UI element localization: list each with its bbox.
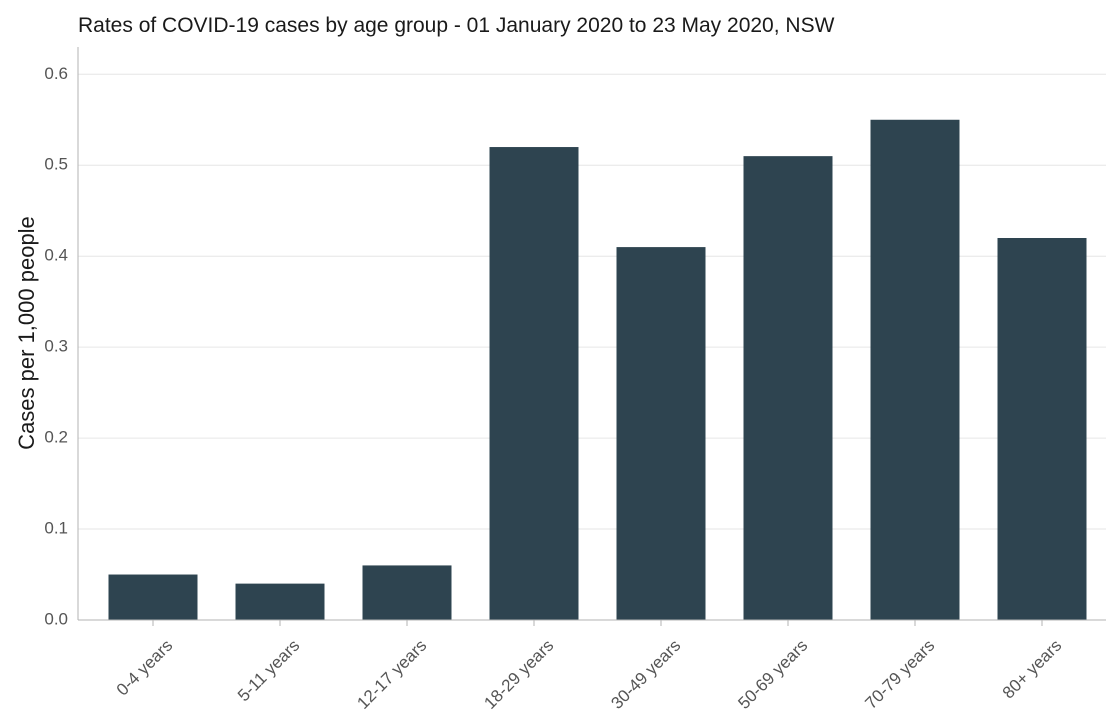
axes	[77, 47, 1106, 626]
bar-50-69-years	[743, 156, 833, 620]
bar-70-79-years	[870, 119, 960, 620]
y-tick-label: 0.6	[44, 64, 68, 83]
y-tick-label: 0.3	[44, 337, 68, 356]
bar-5-11-years	[235, 583, 325, 620]
x-tick-label: 80+ years	[999, 636, 1066, 703]
y-tick-label: 0.2	[44, 428, 68, 447]
bar-12-17-years	[362, 565, 452, 620]
bar-0-4-years	[108, 574, 198, 620]
bars	[108, 119, 1087, 621]
x-tick-label: 30-49 years	[607, 636, 684, 713]
y-axis-title: Cases per 1,000 people	[14, 216, 39, 450]
y-tick-label: 0.4	[44, 246, 68, 265]
bar-30-49-years	[616, 247, 706, 620]
x-tick-label: 18-29 years	[480, 636, 557, 713]
x-tick-label: 12-17 years	[353, 636, 430, 713]
x-tick-label: 5-11 years	[234, 636, 303, 705]
x-tick-labels: 0-4 years 5-11 years 12-17 years 18-29 year…	[113, 636, 1066, 713]
chart-title: Rates of COVID-19 cases by age group - 0…	[78, 14, 835, 37]
bar-18-29-years	[489, 147, 579, 621]
y-tick-label: 0.1	[44, 519, 68, 538]
y-tick-label: 0.0	[44, 609, 68, 628]
x-tick-label: 0-4 years	[113, 636, 177, 700]
x-tick-label: 50-69 years	[734, 636, 811, 713]
x-tick-label: 70-79 years	[861, 636, 938, 713]
bar-80-years	[997, 238, 1087, 620]
y-tick-labels: 0.0 0.1 0.2 0.3 0.4 0.5 0.6	[44, 64, 68, 629]
y-tick-label: 0.5	[44, 155, 68, 174]
